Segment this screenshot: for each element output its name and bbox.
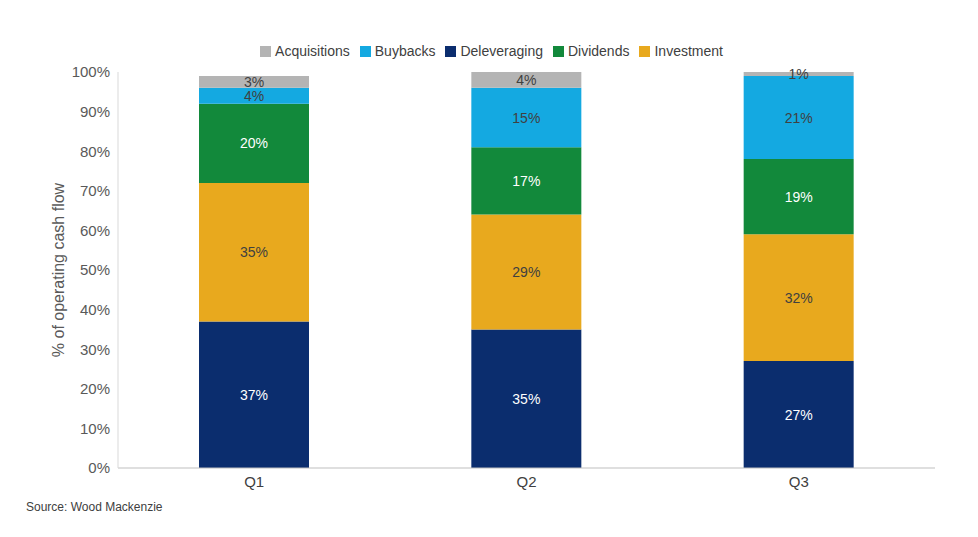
svg-text:100%: 100% xyxy=(72,63,110,80)
svg-text:0%: 0% xyxy=(88,459,110,476)
svg-text:1%: 1% xyxy=(789,66,809,82)
svg-text:Q1: Q1 xyxy=(244,473,264,490)
svg-text:17%: 17% xyxy=(512,173,540,189)
svg-text:90%: 90% xyxy=(80,103,110,120)
svg-text:10%: 10% xyxy=(80,420,110,437)
svg-text:4%: 4% xyxy=(244,88,264,104)
html-text:Buybacks: Buybacks xyxy=(374,43,436,59)
html-text:Investment: Investment xyxy=(654,43,723,59)
svg-text:27%: 27% xyxy=(785,407,813,423)
svg-text:35%: 35% xyxy=(240,244,268,260)
svg-text:21%: 21% xyxy=(785,110,813,126)
html-text:Source: Wood Mackenzie: Source: Wood Mackenzie xyxy=(26,500,163,514)
svg-text:70%: 70% xyxy=(80,182,110,199)
svg-text:60%: 60% xyxy=(80,222,110,239)
svg-text:4%: 4% xyxy=(516,72,536,88)
svg-text:80%: 80% xyxy=(80,143,110,160)
svg-text:40%: 40% xyxy=(80,301,110,318)
svg-text:30%: 30% xyxy=(80,341,110,358)
html-text:Deleveraging: Deleveraging xyxy=(460,43,543,59)
html-text:Acquisitions: Acquisitions xyxy=(275,43,350,59)
svg-text:20%: 20% xyxy=(80,380,110,397)
svg-text:15%: 15% xyxy=(512,110,540,126)
svg-text:Q2: Q2 xyxy=(516,473,536,490)
svg-text:29%: 29% xyxy=(512,264,540,280)
svg-text:32%: 32% xyxy=(785,290,813,306)
svg-text:50%: 50% xyxy=(80,261,110,278)
svg-text:35%: 35% xyxy=(512,391,540,407)
svg-text:19%: 19% xyxy=(785,189,813,205)
html-text:Dividends: Dividends xyxy=(568,43,630,59)
svg-text:37%: 37% xyxy=(240,387,268,403)
svg-text:20%: 20% xyxy=(240,135,268,151)
svg-text:% of operating cash flow: % of operating cash flow xyxy=(50,182,67,357)
svg-text:3%: 3% xyxy=(244,74,264,90)
svg-text:Q3: Q3 xyxy=(789,473,809,490)
